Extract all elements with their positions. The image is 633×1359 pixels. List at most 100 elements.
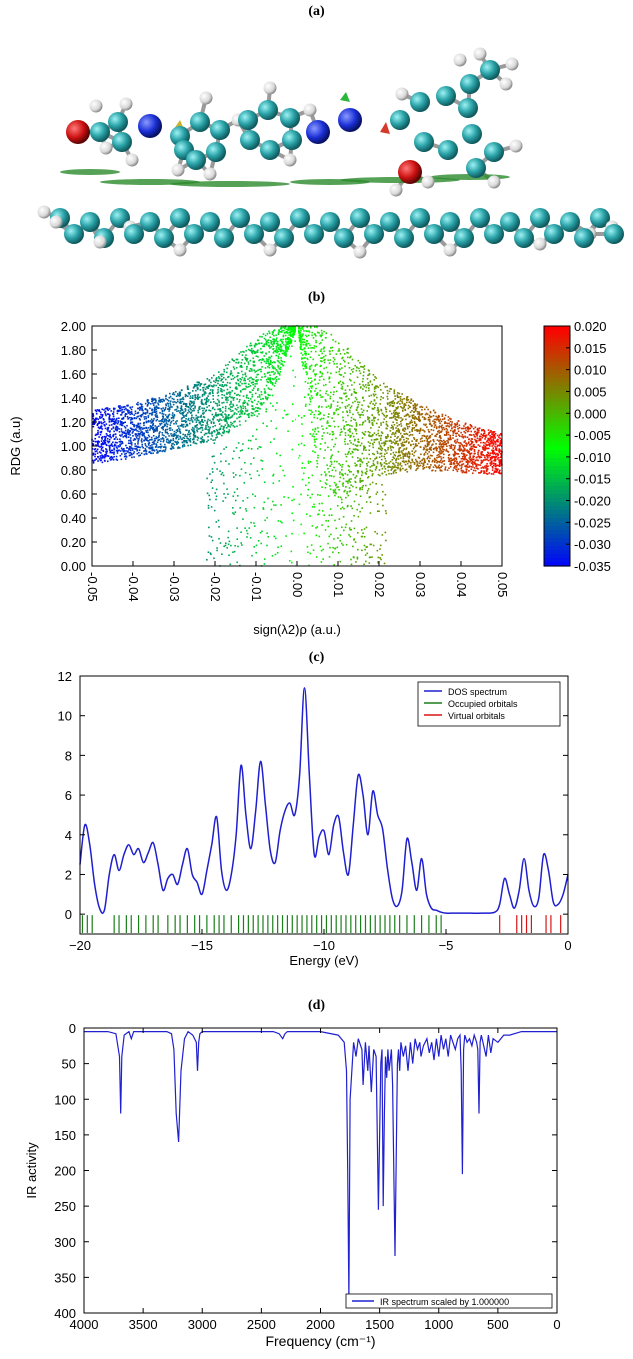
- scatter-point: [387, 404, 389, 406]
- scatter-point: [320, 419, 322, 421]
- scatter-point: [317, 494, 319, 496]
- scatter-point: [393, 433, 395, 435]
- scatter-point: [221, 391, 223, 393]
- scatter-point: [315, 375, 317, 377]
- scatter-point: [168, 410, 170, 412]
- scatter-point: [238, 401, 240, 403]
- scatter-point: [169, 407, 171, 409]
- scatter-point: [235, 362, 237, 364]
- scatter-point: [154, 398, 156, 400]
- scatter-point: [217, 391, 219, 393]
- scatter-point: [262, 468, 264, 470]
- scatter-point: [285, 345, 287, 347]
- scatter-point: [342, 544, 344, 546]
- scatter-point: [143, 434, 145, 436]
- scatter-point: [490, 457, 492, 459]
- scatter-point: [325, 355, 327, 357]
- scatter-point: [450, 421, 452, 423]
- scatter-point: [194, 432, 196, 434]
- scatter-point: [379, 443, 381, 445]
- scatter-point: [376, 493, 378, 495]
- scatter-point: [220, 374, 222, 376]
- scatter-point: [280, 521, 282, 523]
- carbon-atom: [460, 74, 480, 94]
- scatter-point: [136, 433, 138, 435]
- scatter-point: [360, 459, 362, 461]
- scatter-point: [443, 427, 445, 429]
- scatter-point: [219, 408, 221, 410]
- scatter-point: [328, 536, 330, 538]
- scatter-point: [393, 452, 395, 454]
- scatter-point: [302, 365, 304, 367]
- scatter-point: [444, 441, 446, 443]
- scatter-point: [364, 536, 366, 538]
- scatter-point: [326, 406, 328, 408]
- scatter-point: [345, 421, 347, 423]
- scatter-point: [182, 445, 184, 447]
- scatter-point: [210, 552, 212, 554]
- scatter-point: [312, 435, 314, 437]
- scatter-point: [242, 443, 244, 445]
- scatter-point: [94, 438, 96, 440]
- scatter-point: [167, 442, 169, 444]
- scatter-point: [205, 388, 207, 390]
- scatter-point: [324, 362, 326, 364]
- scatter-point: [195, 390, 197, 392]
- scatter-point: [171, 435, 173, 437]
- scatter-point: [276, 379, 278, 381]
- scatter-point: [175, 438, 177, 440]
- scatter-point: [391, 468, 393, 470]
- scatter-point: [312, 475, 314, 477]
- scatter-point: [98, 445, 100, 447]
- scatter-point: [107, 440, 109, 442]
- scatter-point: [149, 413, 151, 415]
- scatter-point: [385, 407, 387, 409]
- scatter-point: [433, 415, 435, 417]
- scatter-point: [330, 534, 332, 536]
- scatter-point: [314, 365, 316, 367]
- scatter-point: [259, 369, 261, 371]
- scatter-point: [167, 420, 169, 422]
- scatter-point: [320, 350, 322, 352]
- scatter-point: [340, 464, 342, 466]
- scatter-point: [310, 413, 312, 415]
- scatter-point: [395, 462, 397, 464]
- scatter-point: [319, 371, 321, 373]
- scatter-point: [495, 449, 497, 451]
- scatter-point: [348, 424, 350, 426]
- scatter-point: [141, 446, 143, 448]
- scatter-point: [212, 391, 214, 393]
- scatter-point: [482, 454, 484, 456]
- scatter-point: [260, 369, 262, 371]
- scatter-point: [118, 449, 120, 451]
- scatter-point: [357, 532, 359, 534]
- scatter-point: [305, 381, 307, 383]
- scatter-point: [500, 440, 502, 442]
- scatter-point: [97, 419, 99, 421]
- scatter-point: [363, 458, 365, 460]
- scatter-point: [343, 349, 345, 351]
- scatter-point: [461, 461, 463, 463]
- scatter-point: [366, 463, 368, 465]
- scatter-point: [128, 448, 130, 450]
- scatter-point: [155, 420, 157, 422]
- scatter-point: [266, 379, 268, 381]
- scatter-point: [369, 403, 371, 405]
- scatter-point: [347, 415, 349, 417]
- scatter-point: [314, 334, 316, 336]
- scatter-point: [470, 466, 472, 468]
- scatter-point: [463, 463, 465, 465]
- scatter-point: [216, 489, 218, 491]
- scatter-point: [153, 418, 155, 420]
- scatter-point: [100, 421, 102, 423]
- scatter-point: [292, 486, 294, 488]
- scatter-point: [401, 450, 403, 452]
- scatter-point: [255, 552, 257, 554]
- scatter-point: [165, 432, 167, 434]
- scatter-point: [314, 441, 316, 443]
- scatter-point: [229, 382, 231, 384]
- scatter-point: [277, 341, 279, 343]
- scatter-point: [398, 458, 400, 460]
- scatter-point: [272, 338, 274, 340]
- scatter-point: [445, 450, 447, 452]
